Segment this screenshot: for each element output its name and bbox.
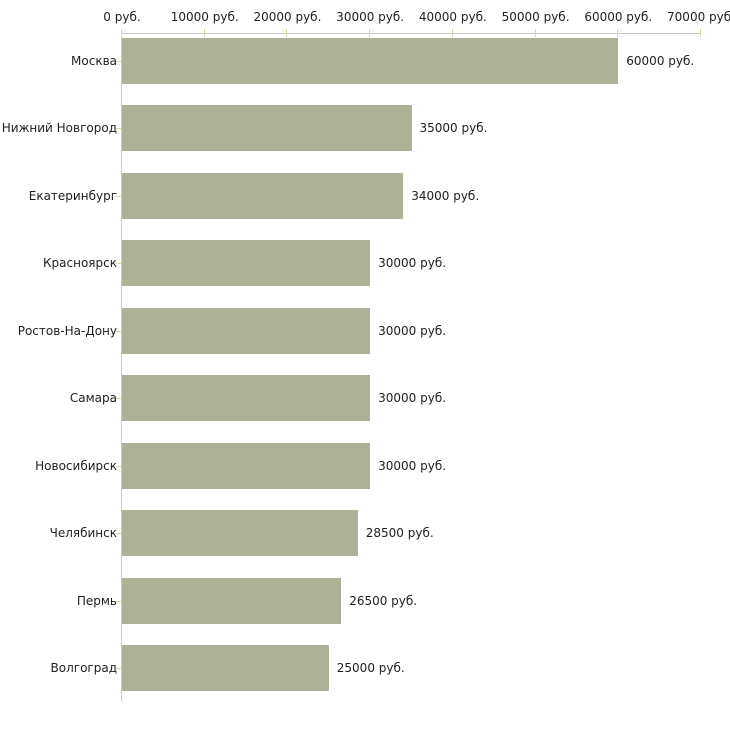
bar-1 — [122, 37, 619, 84]
y-tick-mark — [116, 128, 122, 129]
category-label: Ростов-На-Дону — [17, 323, 117, 338]
bar-2 — [122, 105, 412, 152]
category-label: Москва — [71, 53, 117, 68]
category-label: Нижний Новгород — [1, 121, 117, 136]
x-tick-mark — [451, 29, 453, 37]
y-axis-line — [121, 33, 122, 701]
y-tick-mark — [116, 398, 122, 399]
x-tick-mark — [700, 29, 701, 37]
bar-4 — [122, 240, 371, 287]
value-label: 28500 руб. — [365, 526, 434, 541]
x-tick-mark — [286, 29, 288, 37]
category-label: Самара — [69, 391, 117, 406]
x-tick-label: 10000 руб. — [170, 10, 239, 24]
value-label: 34000 руб. — [411, 188, 480, 203]
x-tick-mark — [617, 29, 619, 37]
category-label: Пермь — [76, 593, 117, 608]
x-tick-label: 40000 руб. — [418, 10, 487, 24]
value-label: 35000 руб. — [419, 121, 488, 136]
y-tick-mark — [116, 466, 122, 467]
y-tick-mark — [116, 601, 122, 602]
y-tick-mark — [116, 263, 122, 264]
x-tick-label: 50000 руб. — [501, 10, 570, 24]
x-tick-mark — [369, 29, 371, 37]
bar-3 — [122, 172, 404, 219]
value-label: 30000 руб. — [378, 256, 447, 271]
y-tick-mark — [116, 668, 122, 669]
bar-6 — [122, 375, 371, 422]
x-tick-label: 60000 руб. — [584, 10, 653, 24]
category-label: Челябинск — [49, 526, 117, 541]
value-label: 30000 руб. — [378, 391, 447, 406]
y-tick-mark — [116, 61, 122, 62]
value-label: 60000 руб. — [626, 53, 695, 68]
y-tick-mark — [116, 196, 122, 197]
x-tick-mark — [121, 29, 122, 37]
x-tick-mark — [534, 29, 536, 37]
x-tick-label: 30000 руб. — [336, 10, 405, 24]
category-label: Екатеринбург — [28, 188, 117, 203]
x-axis-line — [121, 33, 701, 34]
bar-9 — [122, 577, 342, 624]
x-tick-label: 20000 руб. — [253, 10, 322, 24]
bar-10 — [122, 645, 329, 692]
bar-5 — [122, 307, 371, 354]
value-label: 30000 руб. — [378, 458, 447, 473]
y-tick-mark — [116, 331, 122, 332]
x-tick-label: 70000 руб. — [667, 10, 730, 24]
x-tick-mark — [203, 29, 205, 37]
category-label: Красноярск — [43, 256, 117, 271]
category-label: Новосибирск — [35, 458, 117, 473]
x-tick-label: 0 руб. — [103, 10, 141, 24]
value-label: 30000 руб. — [378, 323, 447, 338]
y-tick-mark — [116, 533, 122, 534]
category-label: Волгоград — [50, 661, 117, 676]
bar-8 — [122, 510, 358, 557]
value-label: 25000 руб. — [336, 661, 405, 676]
bar-7 — [122, 442, 371, 489]
value-label: 26500 руб. — [349, 593, 418, 608]
